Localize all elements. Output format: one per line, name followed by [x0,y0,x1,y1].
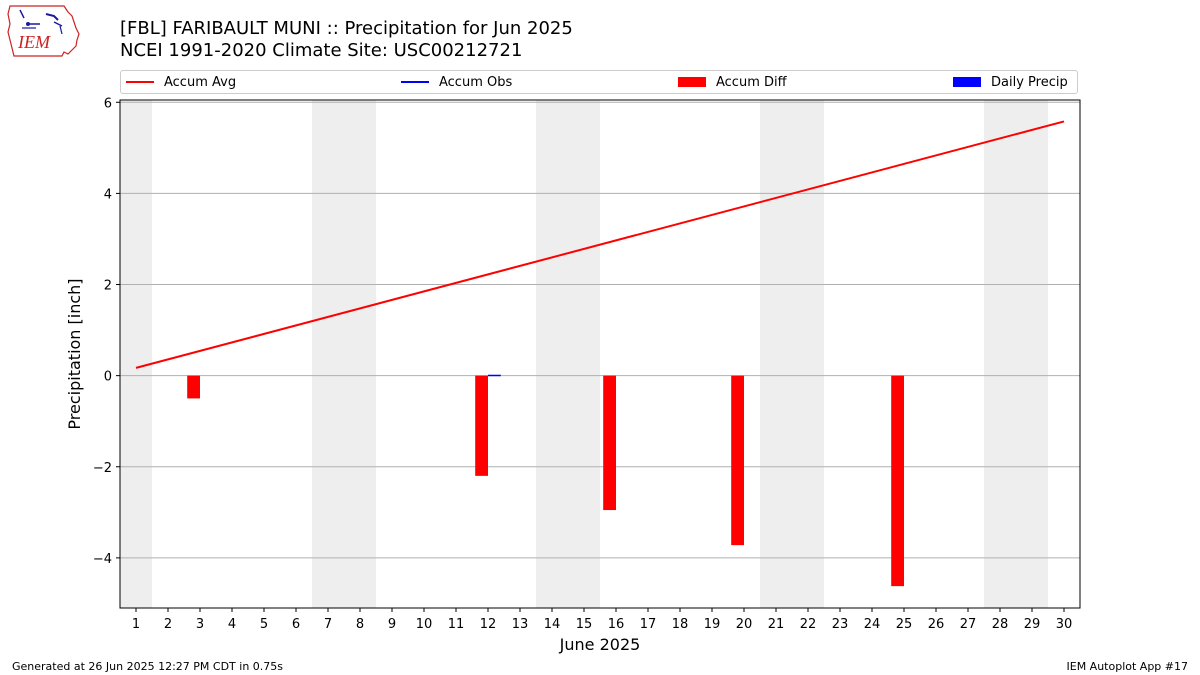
x-tick-label: 3 [196,617,204,632]
x-tick-label: 26 [928,617,945,632]
accum-diff-bar [475,375,488,476]
x-axis-label: June 2025 [559,635,641,654]
weekend-band [312,100,376,608]
x-tick-label: 24 [864,617,881,632]
legend-label-accum-diff: Accum Diff [716,74,787,90]
x-tick-label: 30 [1056,617,1073,632]
legend-swatch-accum-diff [678,77,706,87]
x-tick-label: 29 [1024,617,1041,632]
accum-diff-bar [187,375,200,399]
legend-swatch-accum-avg [126,81,154,83]
title-line-2: NCEI 1991-2020 Climate Site: USC00212721 [120,40,523,61]
y-tick-label: −4 [93,552,112,567]
x-tick-label: 2 [164,617,172,632]
x-tick-label: 16 [608,617,625,632]
y-axis-label: Precipitation [inch] [65,278,84,429]
legend-label-accum-avg: Accum Avg [164,74,237,90]
x-tick-label: 5 [260,617,268,632]
accum-diff-bar [603,375,616,511]
accum-diff-bar [731,375,744,546]
chart-title: [FBL] FARIBAULT MUNI :: Precipitation fo… [120,18,573,62]
x-tick-label: 17 [640,617,657,632]
legend-label-accum-obs: Accum Obs [439,74,513,90]
legend-label-daily-precip: Daily Precip [991,74,1068,90]
weekend-band [120,100,152,608]
x-tick-label: 6 [292,617,300,632]
x-tick-label: 4 [228,617,236,632]
x-tick-label: 15 [576,617,593,632]
y-tick-label: 2 [104,279,112,294]
x-tick-label: 20 [736,617,753,632]
legend-item-accum-obs: Accum Obs [401,71,512,93]
daily-precip-bar [488,374,501,377]
accum-diff-bar [891,375,904,587]
weekend-band [536,100,600,608]
x-tick-label: 11 [448,617,465,632]
x-tick-label: 8 [356,617,364,632]
accum-avg-line [135,120,1065,369]
x-tick-label: 18 [672,617,689,632]
x-tick-label: 10 [416,617,433,632]
plot-frame [119,99,1081,609]
x-tick-label: 23 [832,617,849,632]
x-tick-label: 12 [480,617,497,632]
legend-swatch-daily-precip [953,77,981,87]
title-line-1: [FBL] FARIBAULT MUNI :: Precipitation fo… [120,18,573,39]
x-tick-label: 9 [388,617,396,632]
x-tick-label: 13 [512,617,529,632]
generated-timestamp: Generated at 26 Jun 2025 12:27 PM CDT in… [12,660,284,673]
x-tick-label: 21 [768,617,785,632]
legend-item-daily-precip: Daily Precip [953,71,1068,93]
weekend-band [760,100,824,608]
x-tick-label: 7 [324,617,332,632]
iem-logo: IEM [7,5,80,57]
x-tick-label: 28 [992,617,1009,632]
x-tick-label: 25 [896,617,913,632]
legend-item-accum-avg: Accum Avg [126,71,236,93]
x-tick-label: 1 [132,617,140,632]
y-tick-label: 0 [104,370,112,385]
y-tick-label: −2 [93,461,112,476]
app-credit: IEM Autoplot App #17 [1066,660,1189,673]
logo-text: IEM [17,32,51,52]
legend: Accum Avg Accum Obs Accum Diff Daily Pre… [120,70,1078,94]
y-tick-label: 6 [104,96,112,111]
legend-swatch-accum-obs [401,81,429,83]
x-tick-label: 19 [704,617,721,632]
x-tick-label: 22 [800,617,817,632]
x-tick-label: 27 [960,617,977,632]
y-tick-label: 4 [104,187,112,202]
weekend-band [984,100,1048,608]
legend-item-accum-diff: Accum Diff [678,71,787,93]
x-tick-label: 14 [544,617,561,632]
